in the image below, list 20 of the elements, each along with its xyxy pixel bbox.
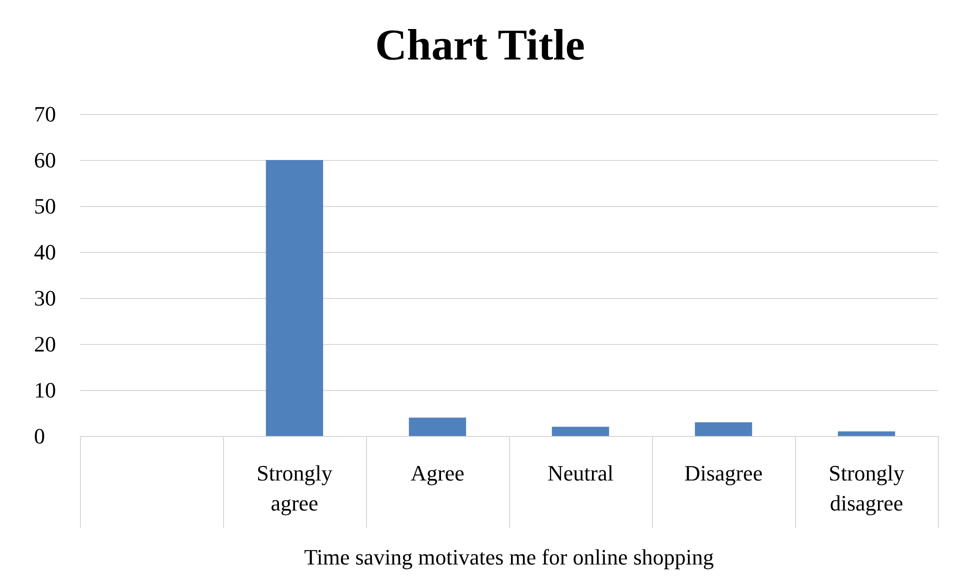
y-tick-label: 30 <box>34 286 56 310</box>
bar <box>838 431 896 436</box>
x-tick-label: Disagree <box>684 460 763 486</box>
bar <box>552 426 610 436</box>
x-tick-label: Strongly disagree <box>828 460 904 516</box>
y-tick-label: 70 <box>34 102 56 126</box>
y-tick-label: 40 <box>34 240 56 264</box>
bar <box>694 422 752 436</box>
y-tick-label: 50 <box>34 194 56 218</box>
x-tick-label: Agree <box>410 460 464 486</box>
y-tick-label: 60 <box>34 148 56 172</box>
y-tick-label: 20 <box>34 332 56 356</box>
chart-title: Chart Title <box>375 20 585 70</box>
bar <box>408 418 466 436</box>
y-tick-label: 10 <box>34 378 56 402</box>
y-tick-label: 0 <box>34 424 45 448</box>
x-tick-label: Neutral <box>548 460 614 486</box>
bar <box>266 160 324 436</box>
x-tick-label: Strongly agree <box>256 460 332 516</box>
x-axis-title: Time saving motivates me for online shopping <box>304 544 714 570</box>
